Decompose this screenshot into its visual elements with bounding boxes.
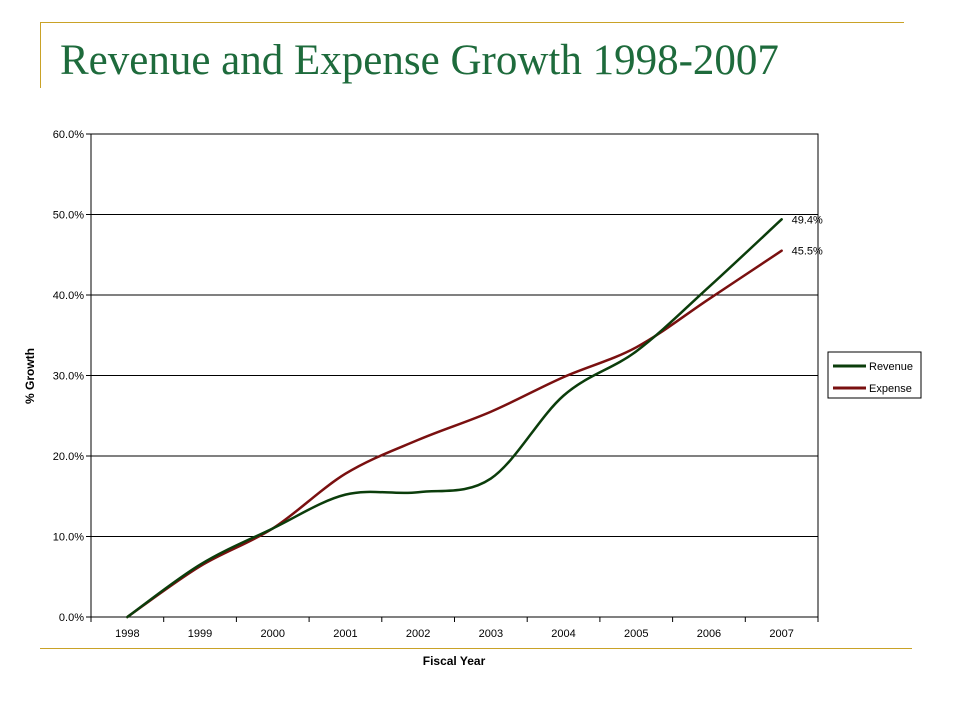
x-tick-label: 2001	[333, 628, 357, 640]
gridlines	[91, 133, 818, 618]
y-tick-label: 50.0%	[53, 210, 84, 222]
end-labels: 49.4% 45.5%	[792, 214, 823, 257]
y-axis-ticks: 0.0% 10.0% 20.0% 30.0% 40.0% 50.0% 60.0%	[53, 129, 91, 624]
x-tick-label: 2006	[697, 628, 721, 640]
end-label-expense: 45.5%	[792, 246, 823, 258]
frame-bottom-rule	[40, 648, 912, 649]
x-tick-label: 2002	[406, 628, 430, 640]
legend-label-expense: Expense	[869, 383, 912, 395]
frame-left-rule	[40, 22, 41, 88]
x-tick-label: 2000	[261, 628, 285, 640]
y-axis-title: % Growth	[23, 348, 37, 404]
legend-box	[827, 351, 922, 399]
legend: Revenue Expense	[827, 351, 922, 399]
series-line-revenue	[126, 218, 783, 619]
x-tick-label: 1999	[188, 628, 212, 640]
x-tick-label: 2005	[624, 628, 648, 640]
y-tick-label: 60.0%	[53, 129, 84, 141]
series-lines	[126, 218, 783, 619]
legend-label-revenue: Revenue	[869, 361, 913, 373]
x-tick-label: 2007	[769, 628, 793, 640]
y-tick-label: 30.0%	[53, 371, 84, 383]
frame-top-rule	[40, 22, 904, 23]
x-tick-label: 2003	[479, 628, 503, 640]
x-axis-ticks: 1998 1999 2000 2001 2002 2003 2004 2005 2006 2007	[90, 617, 819, 640]
y-tick-label: 40.0%	[53, 290, 84, 302]
end-label-revenue: 49.4%	[792, 214, 823, 226]
y-tick-label: 10.0%	[53, 532, 84, 544]
slide-title: Revenue and Expense Growth 1998-2007	[60, 37, 779, 84]
y-tick-label: 0.0%	[59, 612, 84, 624]
y-tick-label: 20.0%	[53, 451, 84, 463]
x-tick-label: 2004	[551, 628, 575, 640]
x-tick-label: 1998	[115, 628, 139, 640]
series-line-expense	[126, 249, 783, 619]
x-axis-title: Fiscal Year	[423, 654, 486, 668]
